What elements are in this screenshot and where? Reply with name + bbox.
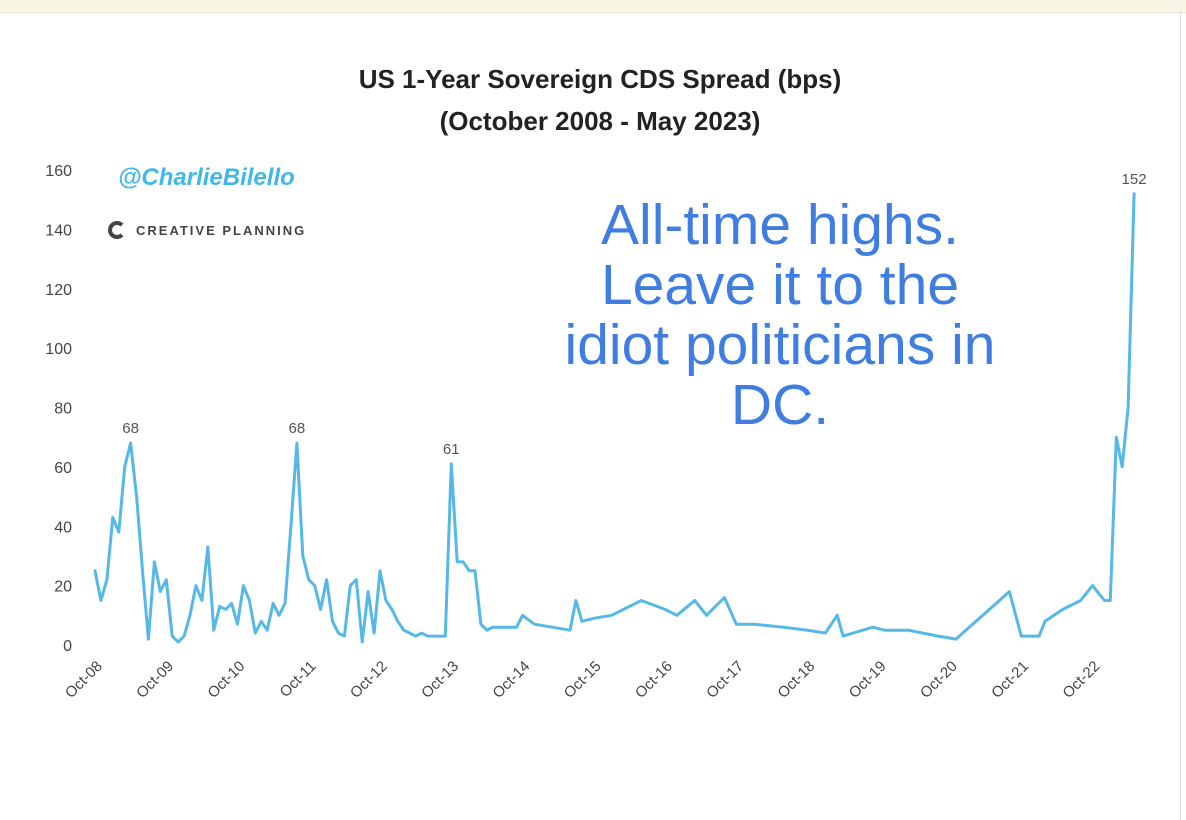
peak-label: 68 (289, 420, 306, 437)
series-line-cds-spread (93, 192, 1136, 644)
x-tick-label: Oct-10 (204, 658, 248, 702)
x-tick-label: Oct-13 (418, 658, 462, 702)
x-tick-label: Oct-18 (774, 658, 818, 702)
chart-title: US 1-Year Sovereign CDS Spread (bps) (Oc… (0, 58, 1186, 142)
annotation-line-1: All-time highs. (601, 193, 959, 257)
y-tick-label: 100 (45, 341, 72, 358)
x-tick-label: Oct-16 (632, 658, 676, 702)
right-border (1180, 12, 1181, 820)
y-tick-label: 120 (45, 282, 72, 299)
brand-name: CREATIVE PLANNING (136, 222, 307, 238)
annotation-text: All-time highs. Leave it to the idiot po… (500, 195, 1060, 435)
brand-logo: CREATIVE PLANNING (108, 217, 306, 243)
x-tick-label: Oct-22 (1059, 658, 1103, 702)
annotation-line-4: DC. (730, 373, 830, 437)
annotation-line-2: Leave it to the (600, 253, 960, 317)
y-tick-label: 80 (54, 401, 72, 418)
chart-title-line2: (October 2008 - May 2023) (439, 106, 761, 136)
x-tick-label: Oct-08 (62, 658, 106, 702)
y-tick-label: 140 (45, 222, 72, 239)
watermark-handle: @CharlieBilello (118, 164, 295, 191)
y-tick-label: 160 (45, 163, 72, 180)
x-tick-label: Oct-11 (277, 658, 320, 701)
chart-title-line1: US 1-Year Sovereign CDS Spread (bps) (358, 64, 842, 94)
y-axis-ticks: 0 20 40 60 80 100 120 140 160 (45, 163, 72, 655)
y-tick-label: 40 (54, 519, 72, 536)
y-tick-label: 60 (54, 460, 72, 477)
x-tick-label: Oct-09 (133, 658, 177, 702)
top-strip (0, 0, 1186, 13)
x-tick-label: Oct-19 (846, 658, 890, 702)
x-axis-ticks: Oct-08 Oct-09 Oct-10 Oct-11 Oct-12 Oct-13 Oct-… (62, 658, 1103, 702)
annotation-line-3: idiot politicians in (564, 313, 996, 377)
x-tick-label: Oct-20 (917, 658, 961, 702)
x-tick-label: Oct-14 (489, 658, 533, 702)
x-tick-label: Oct-17 (703, 658, 747, 702)
peak-labels: 68 68 61 152 (122, 171, 1146, 458)
brand-mark-icon (108, 221, 126, 239)
peak-label: 152 (1122, 171, 1147, 188)
x-tick-label: Oct-12 (347, 658, 391, 702)
x-tick-label: Oct-15 (561, 658, 605, 702)
x-tick-label: Oct-21 (988, 658, 1032, 702)
peak-label: 68 (122, 420, 139, 437)
peak-label: 61 (443, 441, 460, 458)
y-tick-label: 0 (63, 638, 72, 655)
y-tick-label: 20 (54, 579, 72, 596)
